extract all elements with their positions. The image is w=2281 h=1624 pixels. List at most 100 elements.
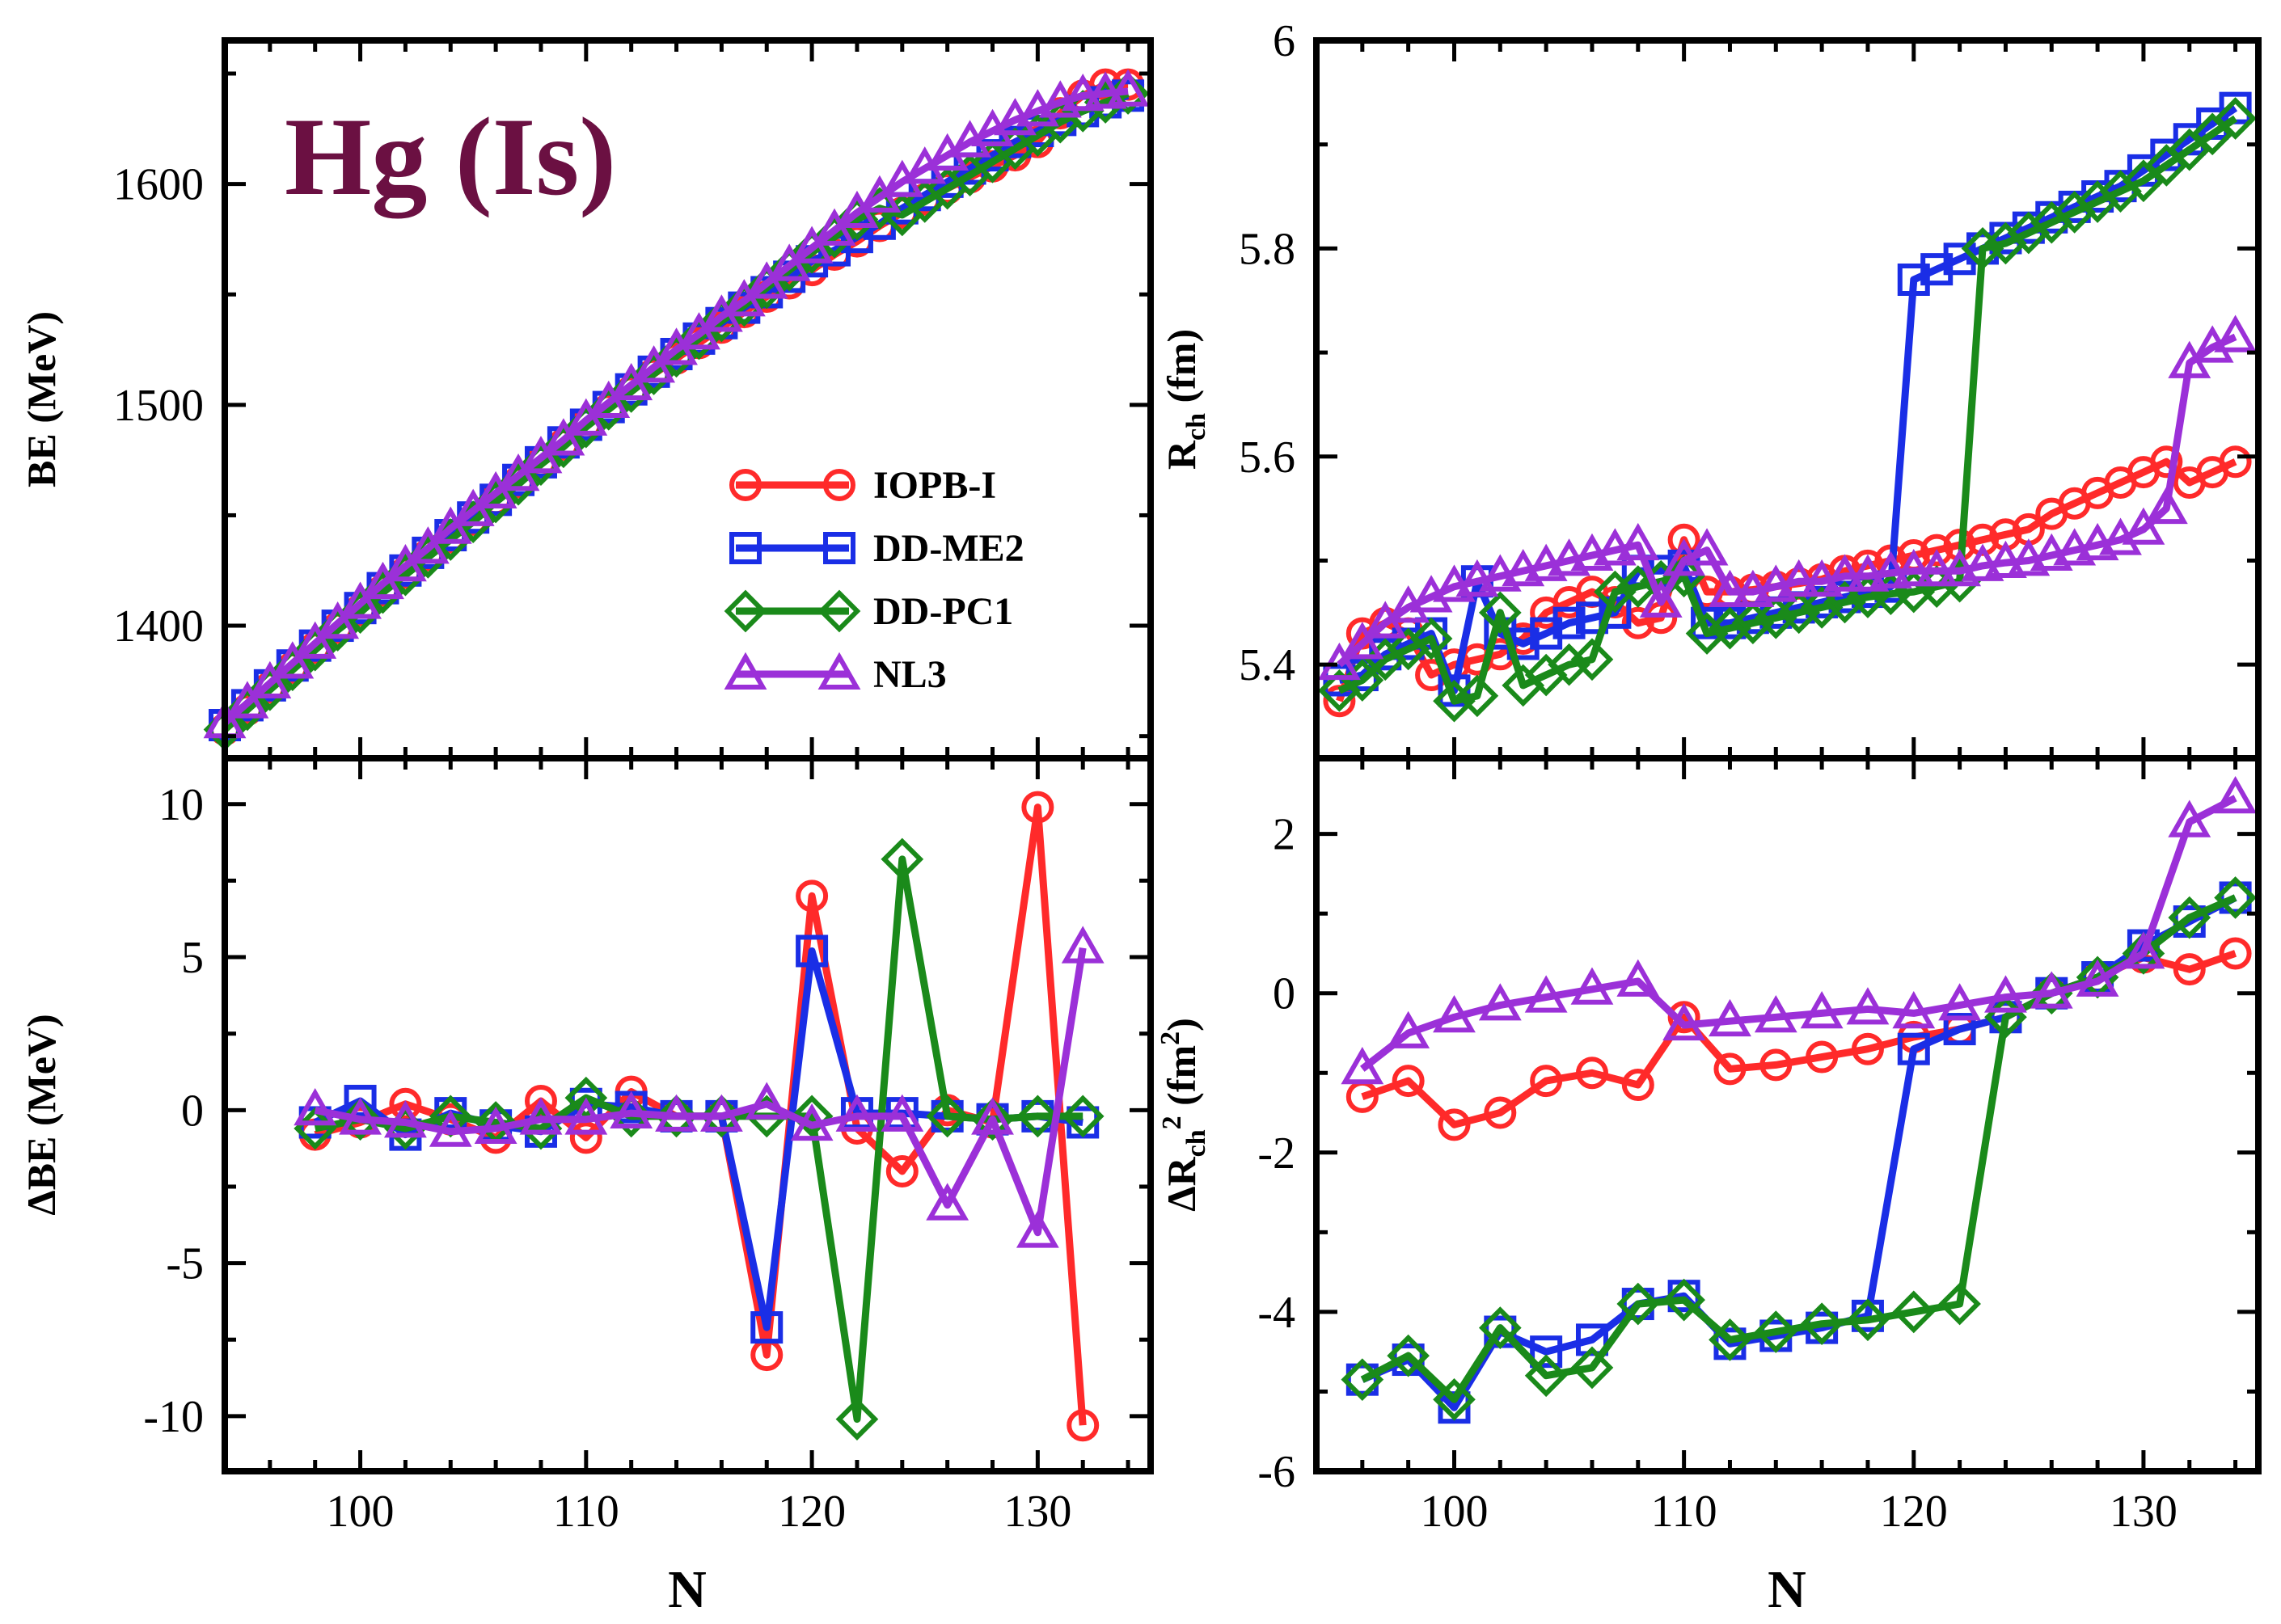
rch-point-dd-pc1-116 xyxy=(1800,586,1844,629)
drch-point-dd-pc1-116 xyxy=(1800,1302,1844,1346)
rch-ylabel-sub: ch xyxy=(1181,413,1211,441)
dbe-point-nl3-122 xyxy=(835,1094,879,1132)
be-point-nl3-108 xyxy=(519,436,563,474)
drch-point-dd-pc1-112 xyxy=(1709,1318,1751,1361)
rch-point-nl3-122 xyxy=(1938,549,1982,587)
rch-ylabel-unit: (fm) xyxy=(1159,329,1204,413)
drch-ticks: 100 110 120 130 -6 -4 -2 0 2 xyxy=(1257,758,2258,1537)
drch-ylabel-sup: 2 xyxy=(1157,1116,1187,1129)
dbe-point-dd-pc1-130 xyxy=(1016,1095,1059,1138)
be-point-nl3-98 xyxy=(294,621,337,659)
rch-point-dd-pc1-121 xyxy=(1915,565,1958,608)
rch-point-iopb-i-134 xyxy=(2219,445,2252,479)
dbe-ytick-label-0: -10 xyxy=(143,1392,204,1442)
panel-charge-radius: 5.4 5.6 5.8 6 Rch (fm) xyxy=(1159,16,2262,761)
rch-point-nl3-102 xyxy=(1478,554,1522,592)
dbe-ytick-label-1: -5 xyxy=(166,1239,204,1289)
rch-point-dd-pc1-101 xyxy=(1455,674,1499,718)
drch-point-iopb-i-100 xyxy=(1438,1108,1471,1141)
rch-point-nl3-120 xyxy=(1892,549,1936,587)
dbe-line-dd-pc1 xyxy=(314,855,1083,1424)
rch-point-nl3-123 xyxy=(1961,543,2004,581)
rch-point-dd-pc1-115 xyxy=(1777,591,1821,635)
be-point-nl3-104 xyxy=(429,506,472,544)
drch-point-dd-me2-106 xyxy=(1575,1323,1608,1356)
rch-point-nl3-128 xyxy=(2076,522,2119,561)
drch-point-nl3-132 xyxy=(2168,799,2211,837)
drch-point-dd-pc1-134 xyxy=(2214,876,2257,919)
rch-point-nl3-105 xyxy=(1548,538,1590,576)
rch-point-nl3-96 xyxy=(1341,622,1384,660)
rch-point-dd-pc1-113 xyxy=(1731,601,1775,645)
legend-entry-nl3: NL3 xyxy=(724,652,947,696)
be-point-dd-pc1-115 xyxy=(678,317,720,361)
dbe-frame xyxy=(222,755,1154,1474)
legend-marker-left-nl3 xyxy=(724,652,767,690)
dbe-ytick-label-3: 5 xyxy=(181,933,204,983)
rch-point-nl3-117 xyxy=(1823,554,1866,592)
drch-point-dd-me2-96 xyxy=(1345,1363,1379,1396)
legend-marker-left-dd-pc1 xyxy=(724,589,767,633)
rch-point-dd-pc1-111 xyxy=(1685,612,1729,655)
rch-point-nl3-116 xyxy=(1800,559,1844,597)
rch-point-nl3-119 xyxy=(1869,550,1912,588)
rch-point-nl3-121 xyxy=(1915,549,1958,587)
be-point-nl3-134 xyxy=(1106,69,1150,107)
rch-point-dd-me2-120 xyxy=(1897,264,1930,296)
be-point-nl3-101 xyxy=(361,561,404,600)
be-ytick-label-2: 1600 xyxy=(113,160,204,210)
dbe-xtick-label-100: 100 xyxy=(327,1487,395,1537)
dbe-point-nl3-100 xyxy=(339,1097,382,1135)
be-point-nl3-105 xyxy=(451,488,495,526)
dbe-point-nl3-112 xyxy=(610,1090,653,1129)
rch-point-nl3-131 xyxy=(2144,486,2188,525)
dbe-point-nl3-104 xyxy=(429,1109,472,1147)
legend: IOPB-I DD-ME2 DD-PC1 NL3 xyxy=(724,464,1024,696)
element-annotation: Hg (Is) xyxy=(285,95,616,218)
drch-point-dd-me2-134 xyxy=(2219,881,2252,914)
rch-point-nl3-127 xyxy=(2053,528,2097,566)
dbe-point-iopb-i-102 xyxy=(389,1087,422,1120)
dbe-point-nl3-110 xyxy=(564,1097,608,1135)
rch-point-dd-me2-105 xyxy=(1552,606,1586,639)
rch-point-dd-pc1-100 xyxy=(1433,679,1476,723)
drch-xlabel: N xyxy=(1768,1560,1806,1619)
be-point-nl3-100 xyxy=(339,581,382,619)
drch-point-nl3-98 xyxy=(1387,1010,1430,1048)
be-point-nl3-102 xyxy=(383,543,427,582)
drch-point-nl3-96 xyxy=(1341,1047,1384,1085)
rch-point-nl3-107 xyxy=(1593,528,1637,566)
drch-point-dd-me2-122 xyxy=(1943,1013,1976,1046)
drch-point-nl3-102 xyxy=(1478,983,1522,1021)
dbe-point-dd-me2-120 xyxy=(796,934,829,968)
dbe-point-nl3-102 xyxy=(383,1100,427,1138)
rch-point-dd-pc1-105 xyxy=(1548,643,1590,686)
drch-xtick-label-130: 130 xyxy=(2110,1487,2178,1537)
dbe-point-nl3-120 xyxy=(790,1103,834,1141)
dbe-point-dd-pc1-124 xyxy=(881,837,924,881)
dbe-point-dd-me2-118 xyxy=(750,1311,784,1344)
dbe-marks xyxy=(294,791,1105,1442)
legend-label-ddme2: DD-ME2 xyxy=(873,527,1024,570)
drch-point-nl3-112 xyxy=(1709,998,1751,1037)
rch-point-dd-pc1-114 xyxy=(1754,596,1797,639)
be-ytick-label-1: 1500 xyxy=(113,381,204,431)
dbe-ytick-label-4: 10 xyxy=(158,780,204,830)
dbe-point-iopb-i-110 xyxy=(569,1121,602,1154)
drch-point-iopb-i-116 xyxy=(1806,1040,1839,1074)
legend-marker-right-nl3 xyxy=(817,652,861,690)
dbe-point-nl3-106 xyxy=(474,1106,517,1144)
rch-point-dd-me2-104 xyxy=(1530,617,1563,650)
drch-point-dd-pc1-100 xyxy=(1433,1377,1476,1421)
rch-point-dd-me2-95 xyxy=(1323,664,1356,697)
drch-point-dd-pc1-102 xyxy=(1478,1306,1522,1349)
dbe-ylabel: ΔBE (MeV) xyxy=(19,1014,64,1215)
drch-ytick-label-1: -4 xyxy=(1257,1288,1295,1338)
rch-ytick-label-0: 5.4 xyxy=(1239,640,1295,690)
be-point-nl3-107 xyxy=(496,453,540,491)
be-point-nl3-99 xyxy=(316,601,360,639)
drch-point-dd-pc1-96 xyxy=(1341,1358,1384,1402)
be-point-nl3-97 xyxy=(271,641,315,679)
be-ylabel: BE (MeV) xyxy=(19,311,64,487)
drch-ytick-label-2: -2 xyxy=(1257,1128,1295,1179)
